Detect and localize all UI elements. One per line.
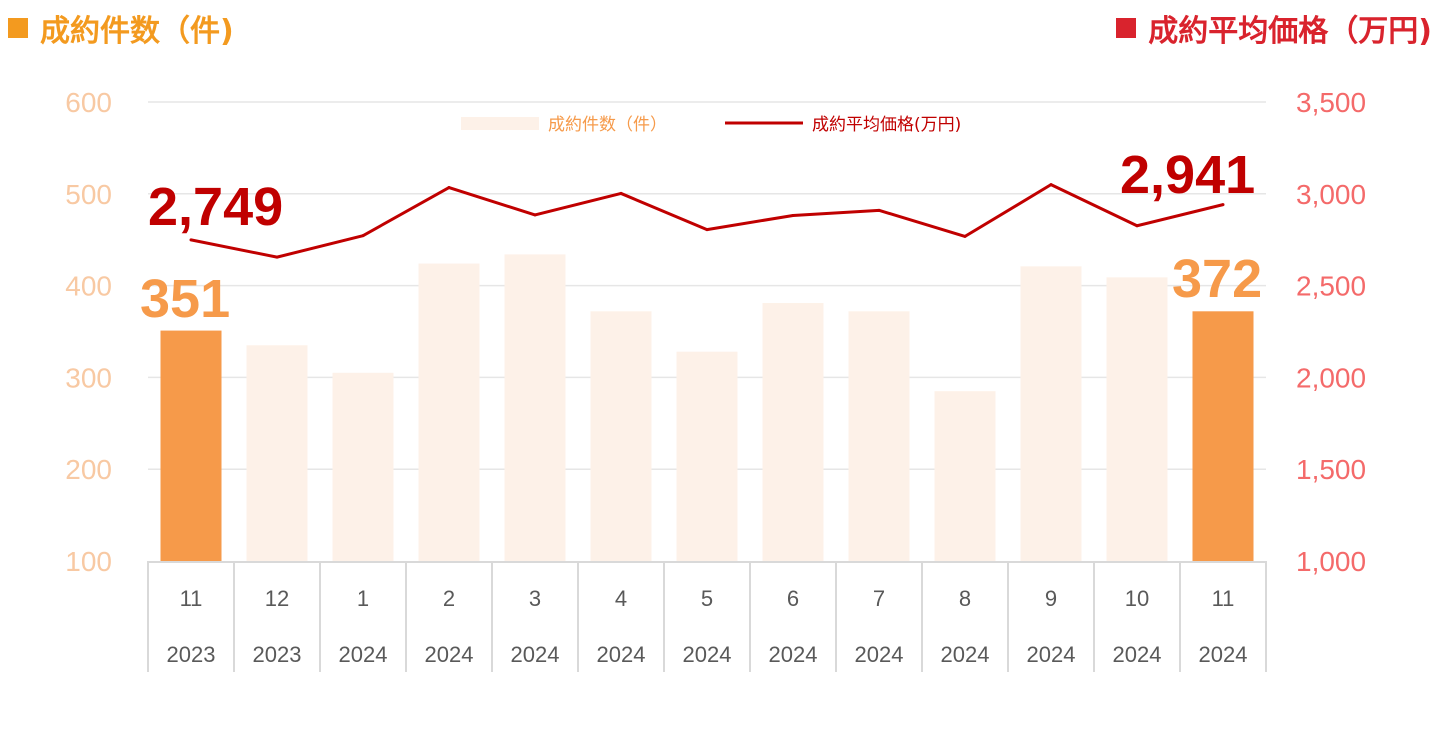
year-tick-label: 2024: [683, 642, 732, 667]
bar: [934, 391, 996, 561]
bar: [1020, 266, 1082, 561]
left-tick-label: 600: [65, 87, 112, 118]
price-line: [190, 183, 1224, 259]
price-point: [447, 186, 451, 190]
price-point: [361, 234, 365, 238]
count-first-callout: 351: [140, 269, 230, 329]
price-point: [1221, 203, 1225, 207]
month-tick-label: 8: [959, 586, 971, 611]
price-last-callout: 2,941: [1120, 145, 1255, 205]
month-tick-label: 4: [615, 586, 627, 611]
year-tick-label: 2024: [511, 642, 560, 667]
count-last-callout: 372: [1172, 249, 1262, 309]
month-tick-label: 3: [529, 586, 541, 611]
price-point: [1049, 183, 1053, 187]
left-tick-label: 500: [65, 179, 112, 210]
orange-square-icon: [8, 18, 28, 38]
month-tick-label: 11: [180, 586, 203, 611]
right-tick-label: 2,000: [1296, 362, 1366, 393]
bar: [848, 311, 910, 561]
month-tick-label: 2: [443, 586, 455, 611]
year-tick-label: 2024: [769, 642, 818, 667]
price-point: [791, 213, 795, 217]
month-tick-label: 12: [265, 586, 289, 611]
bar: [590, 311, 652, 561]
year-tick-label: 2024: [1199, 642, 1248, 667]
highlight-bar: [1192, 311, 1254, 561]
price-first-callout: 2,749: [148, 177, 283, 237]
bar: [418, 263, 480, 561]
right-tick-label: 3,500: [1296, 87, 1366, 118]
year-tick-label: 2024: [1027, 642, 1076, 667]
price-point: [619, 191, 623, 195]
year-tick-label: 2024: [339, 642, 388, 667]
red-square-icon: [1116, 18, 1137, 38]
month-tick-label: 1: [357, 586, 369, 611]
month-tick-label: 11: [1212, 586, 1235, 611]
left-axis-title-text: 成約件数（件): [40, 14, 234, 49]
right-axis-title-text: 成約平均価格（万円): [1148, 14, 1432, 49]
year-tick-label: 2023: [253, 642, 302, 667]
right-tick-label: 2,500: [1296, 271, 1366, 302]
year-tick-label: 2024: [1113, 642, 1162, 667]
price-point: [533, 213, 537, 217]
bar: [1106, 277, 1168, 561]
bar: [246, 345, 308, 561]
bar: [332, 372, 394, 561]
price-point: [877, 208, 881, 212]
year-tick-label: 2024: [855, 642, 904, 667]
right-tick-label: 1,000: [1296, 546, 1366, 577]
price-point: [275, 255, 279, 259]
bar: [504, 254, 566, 561]
month-tick-label: 7: [873, 586, 885, 611]
year-tick-label: 2024: [425, 642, 474, 667]
year-tick-label: 2023: [167, 642, 216, 667]
price-point: [1135, 224, 1139, 228]
left-tick-label: 400: [65, 271, 112, 302]
legend-bar-label: 成約件数（件）: [548, 115, 667, 135]
year-tick-label: 2024: [941, 642, 990, 667]
left-tick-label: 300: [65, 362, 112, 393]
left-tick-label: 200: [65, 454, 112, 485]
month-tick-label: 6: [787, 586, 799, 611]
bar: [762, 303, 824, 561]
left-tick-label: 100: [65, 546, 112, 577]
bar: [676, 351, 738, 561]
price-point: [189, 238, 193, 242]
left-axis-title: 成約件数（件): [8, 6, 234, 50]
year-tick-label: 2024: [597, 642, 646, 667]
highlight-bar: [160, 330, 222, 561]
month-tick-label: 5: [701, 586, 713, 611]
price-point: [705, 228, 709, 232]
legend-bar-swatch: [461, 117, 539, 130]
legend-line-label: 成約平均価格(万円): [812, 115, 961, 135]
right-tick-label: 3,000: [1296, 179, 1366, 210]
right-axis-title: 成約平均価格（万円): [1116, 6, 1432, 50]
price-point: [963, 234, 967, 238]
right-tick-label: 1,500: [1296, 454, 1366, 485]
month-tick-label: 9: [1045, 586, 1057, 611]
month-tick-label: 10: [1125, 586, 1149, 611]
